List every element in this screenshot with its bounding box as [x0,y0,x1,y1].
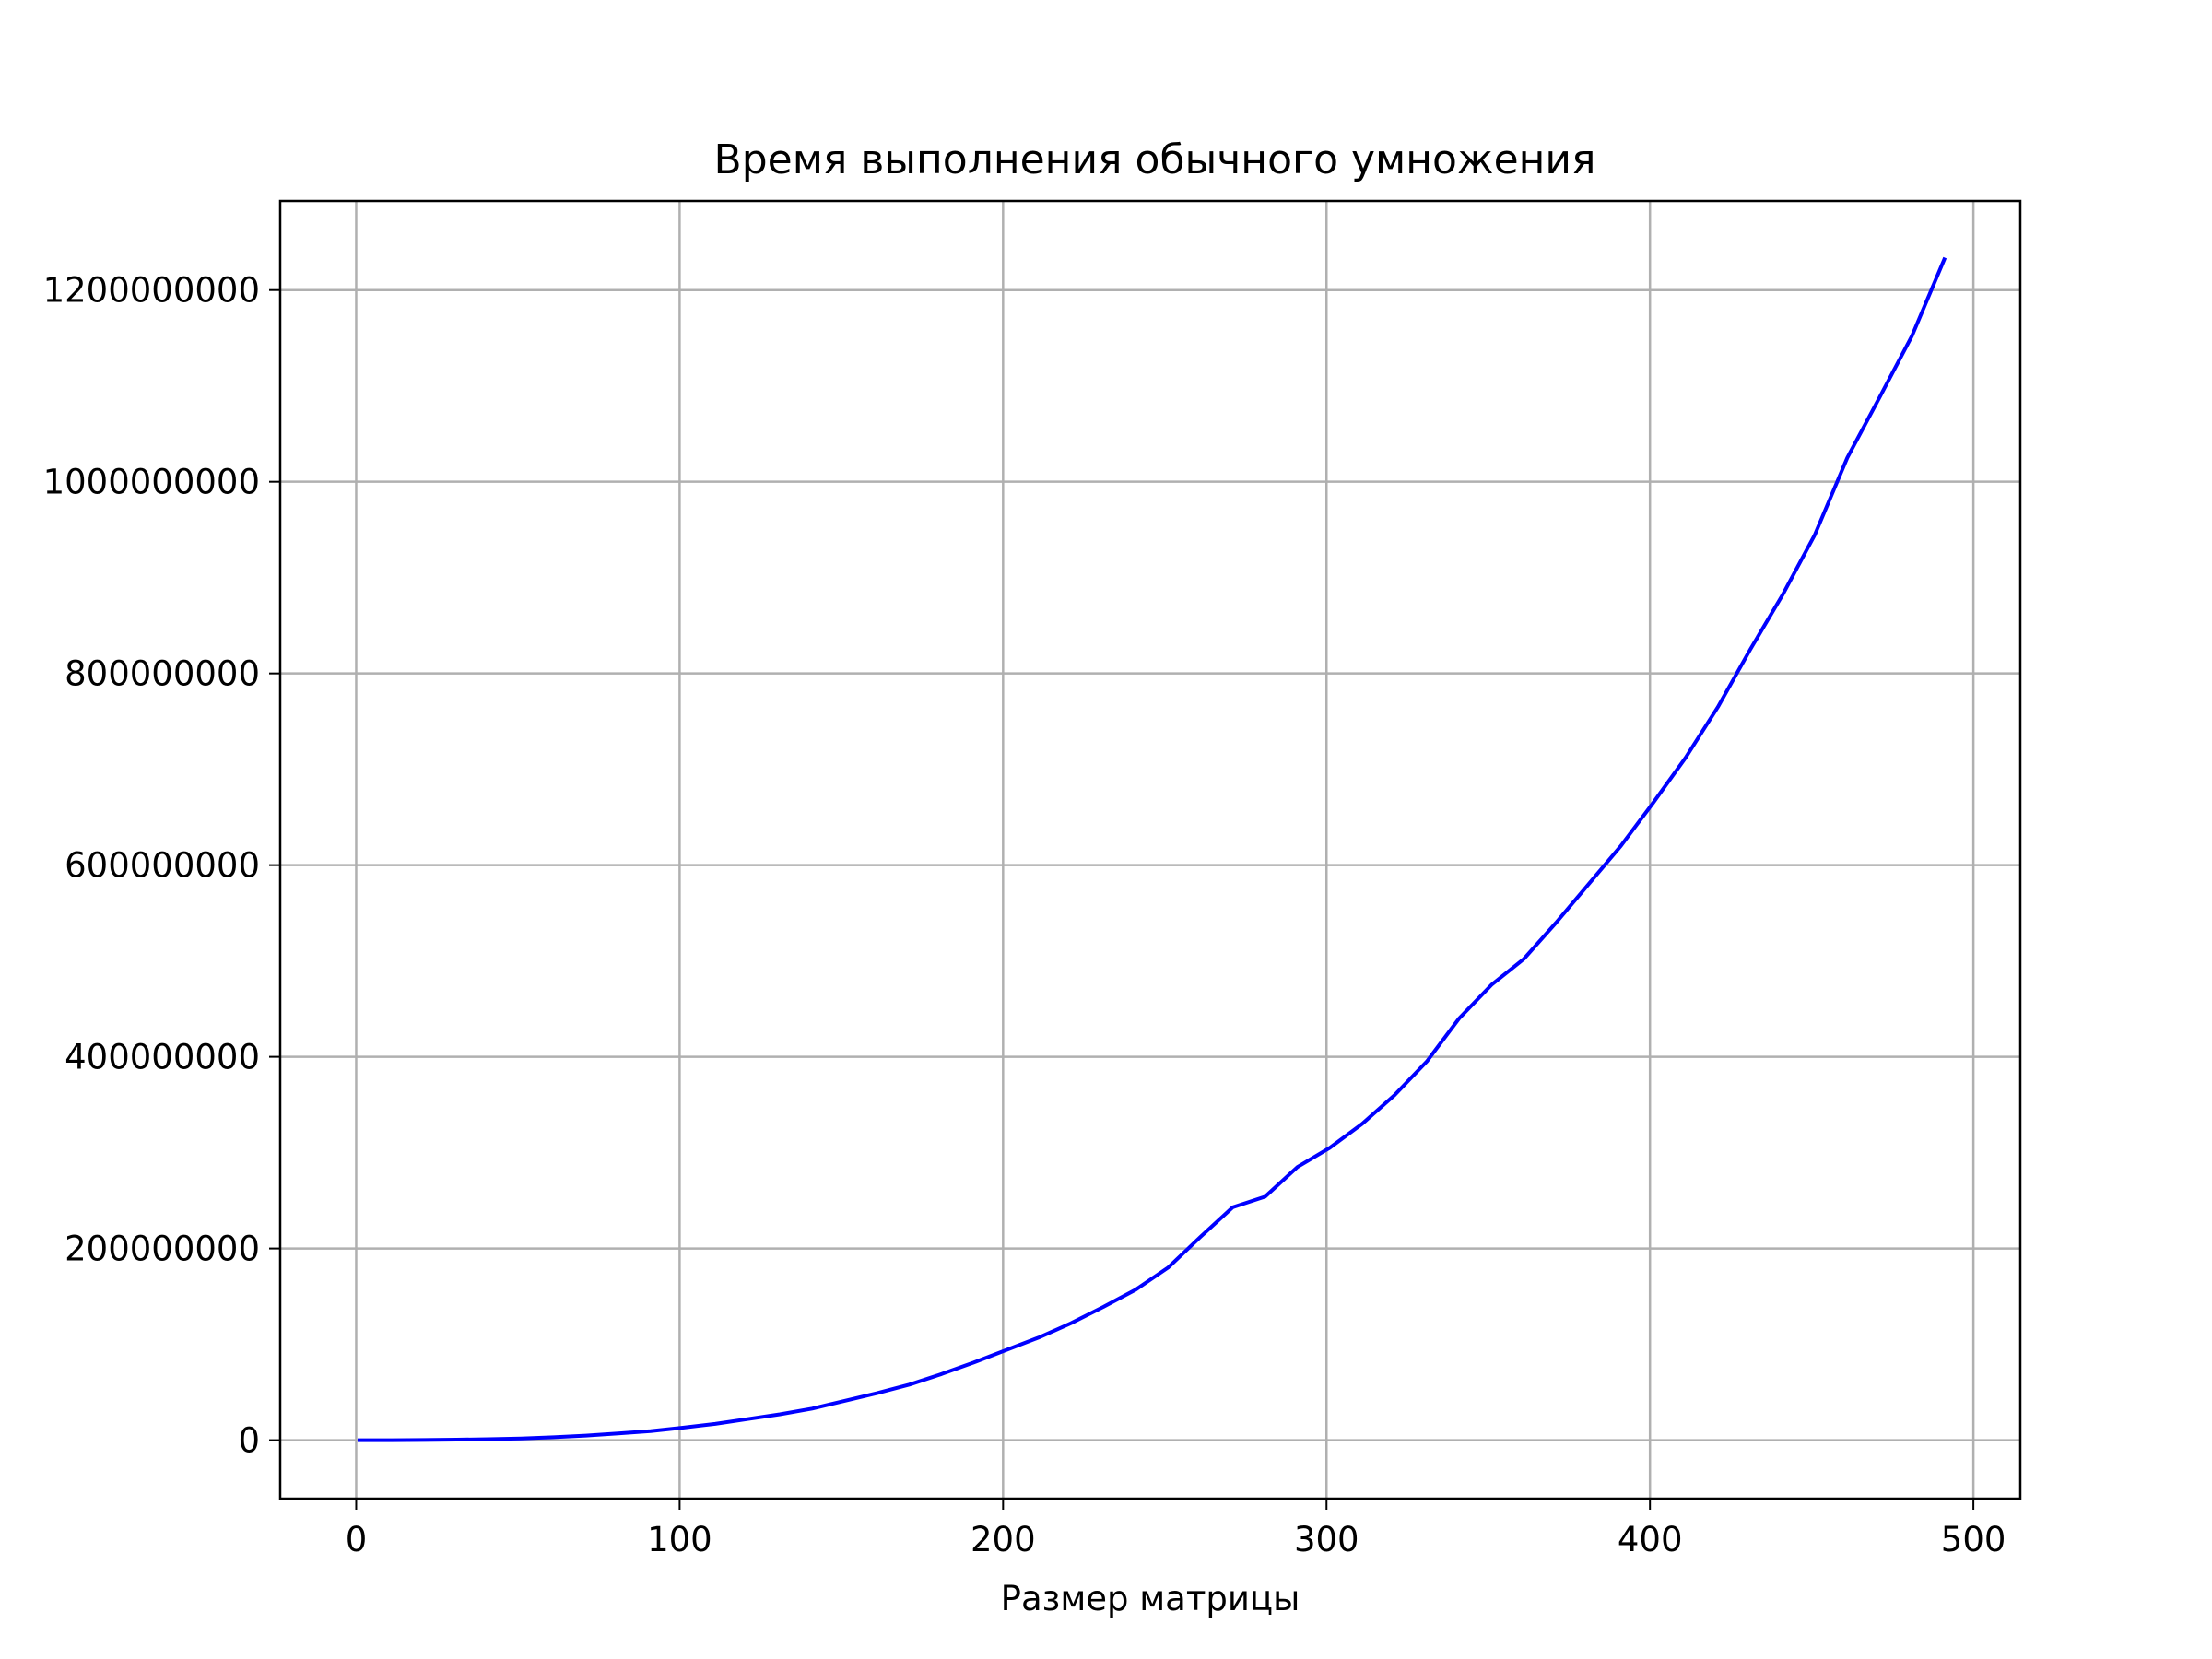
y-tick-label: 800000000 [65,654,260,694]
ticks: 0 100 200 300 400 500 0 200000000 400000000 60000… [43,271,2006,1559]
y-tick-label: 200000000 [65,1230,260,1269]
x-tick-label: 100 [647,1520,712,1559]
x-tick-label: 0 [346,1520,368,1559]
x-axis-title: Размер матрицы [1001,1579,1300,1618]
chart-title: Время выполнения обычного умножения [714,136,1596,183]
y-tick-label: 0 [238,1421,260,1461]
y-tick-label: 600000000 [65,846,260,886]
y-tick-label: 1200000000 [43,271,260,311]
x-tick-label: 200 [971,1520,1036,1559]
y-tick-label: 400000000 [65,1038,260,1077]
x-tick-label: 400 [1618,1520,1683,1559]
y-tick-label: 1000000000 [43,463,260,502]
x-tick-label: 300 [1294,1520,1359,1559]
series-layer [358,256,1947,1442]
grid [280,201,2020,1499]
series-line [358,256,1947,1442]
plot-frame [278,199,2022,1500]
x-tick-label: 500 [1941,1520,2006,1559]
